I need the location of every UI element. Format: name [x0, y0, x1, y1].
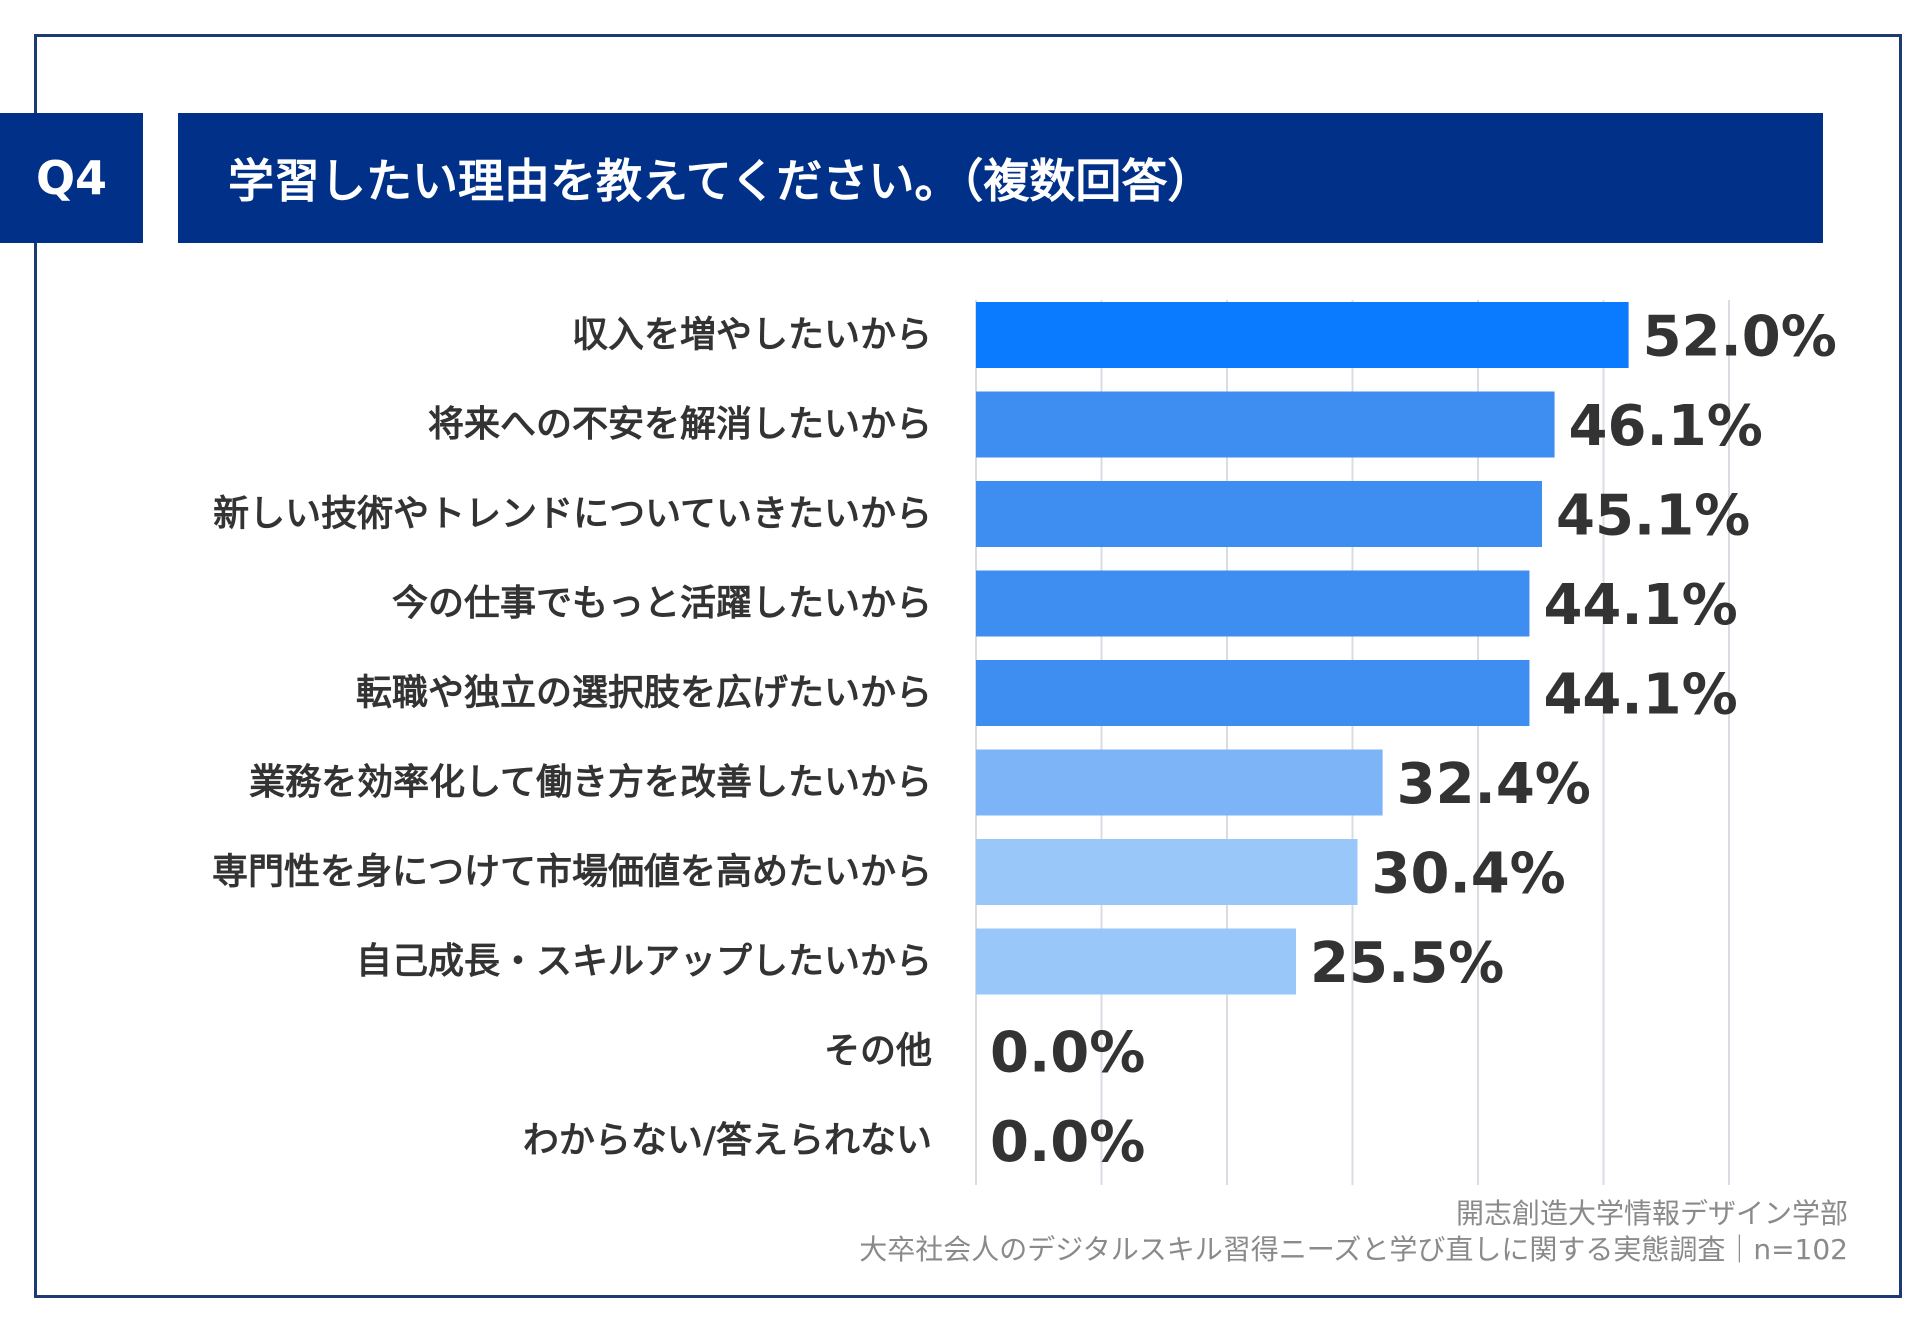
bar [976, 481, 1543, 547]
bar [976, 570, 1530, 637]
data-label: 46.1% [1569, 394, 1763, 459]
data-label: 45.1% [1556, 484, 1750, 549]
bar [976, 660, 1530, 726]
data-label: 0.0% [990, 1110, 1145, 1175]
category-label: わからない/答えられない [523, 1120, 932, 1161]
question-number: Q4 [35, 151, 108, 205]
data-label: 44.1% [1543, 663, 1737, 728]
data-label: 25.5% [1310, 931, 1504, 996]
category-label: 転職や独立の選択肢を広げたいから [356, 673, 932, 714]
bar [976, 839, 1358, 905]
page-title: 学習したい理由を教えてください。（複数回答） [228, 154, 1214, 208]
footer-survey: 大卒社会人のデジタルスキル習得ニーズと学び直しに関する実態調査｜n=102 [859, 1233, 1848, 1266]
chart-frame [34, 34, 1902, 1298]
category-label: 今の仕事でもっと活躍したいから [392, 583, 932, 624]
data-label: 30.4% [1372, 842, 1566, 907]
bar [976, 391, 1555, 458]
bar [976, 302, 1629, 368]
data-label: 0.0% [990, 1021, 1145, 1086]
title-bar: 学習したい理由を教えてください。（複数回答） [178, 113, 1823, 243]
category-label: その他 [824, 1031, 932, 1072]
bar [976, 749, 1383, 816]
category-label: 将来への不安を解消したいから [428, 404, 932, 445]
category-label: 専門性を身につけて市場価値を高めたいから [212, 852, 932, 893]
question-number-badge: Q4 [0, 113, 143, 243]
category-label: 収入を増やしたいから [572, 315, 932, 356]
data-label: 52.0% [1643, 305, 1837, 370]
data-label: 32.4% [1397, 752, 1591, 817]
footer-source: 開志創造大学情報デザイン学部 [1455, 1197, 1848, 1230]
category-label: 新しい技術やトレンドについていきたいから [213, 494, 932, 535]
data-label: 44.1% [1543, 573, 1737, 638]
category-label: 自己成長・スキルアップしたいから [356, 941, 932, 982]
category-label: 業務を効率化して働き方を改善したいから [249, 762, 932, 803]
bar [976, 928, 1297, 995]
